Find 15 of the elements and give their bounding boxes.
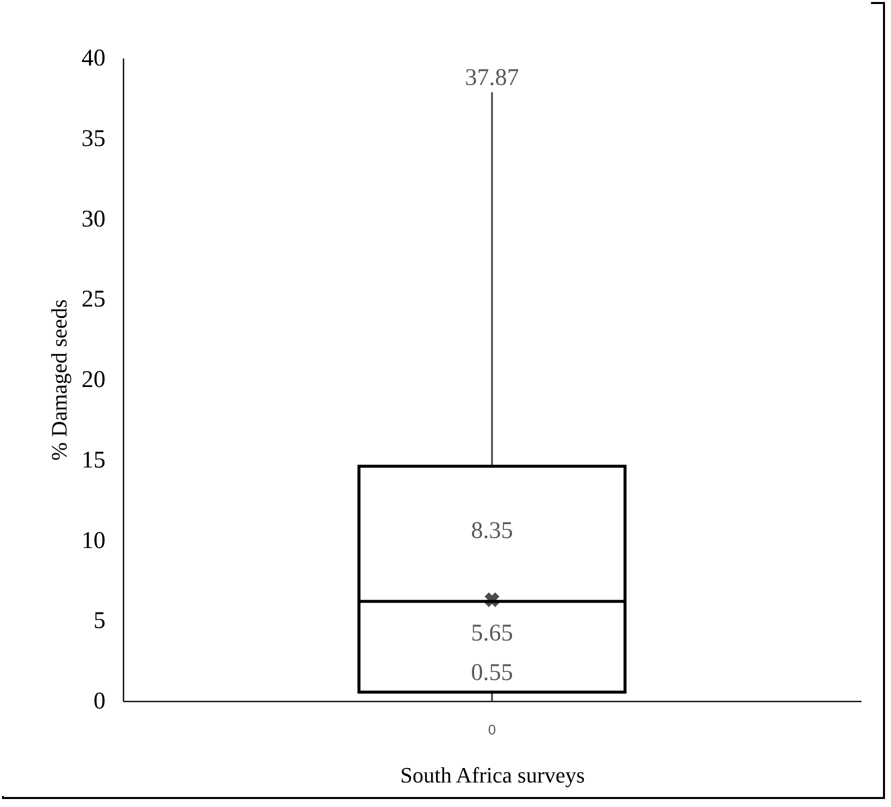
y-tick-label: 20	[82, 367, 106, 393]
y-tick-label: 40	[82, 46, 106, 72]
annotation: 8.35	[471, 518, 513, 544]
y-tick-label: 35	[82, 126, 106, 152]
y-tick-label: 5	[94, 608, 106, 634]
annotation: 5.65	[471, 620, 513, 646]
y-tick-label: 25	[82, 286, 106, 313]
y-tick-label: 30	[82, 206, 106, 232]
y-tick-label: 0	[94, 688, 106, 714]
annotation: 37.87	[465, 65, 519, 92]
y-tick-label: 15	[82, 447, 106, 474]
y-tick-label: 10	[82, 528, 106, 554]
annotation: 0.55	[471, 660, 513, 686]
y-axis-title: % Damaged seeds	[46, 299, 72, 461]
x-axis-title: South Africa surveys	[400, 762, 585, 788]
